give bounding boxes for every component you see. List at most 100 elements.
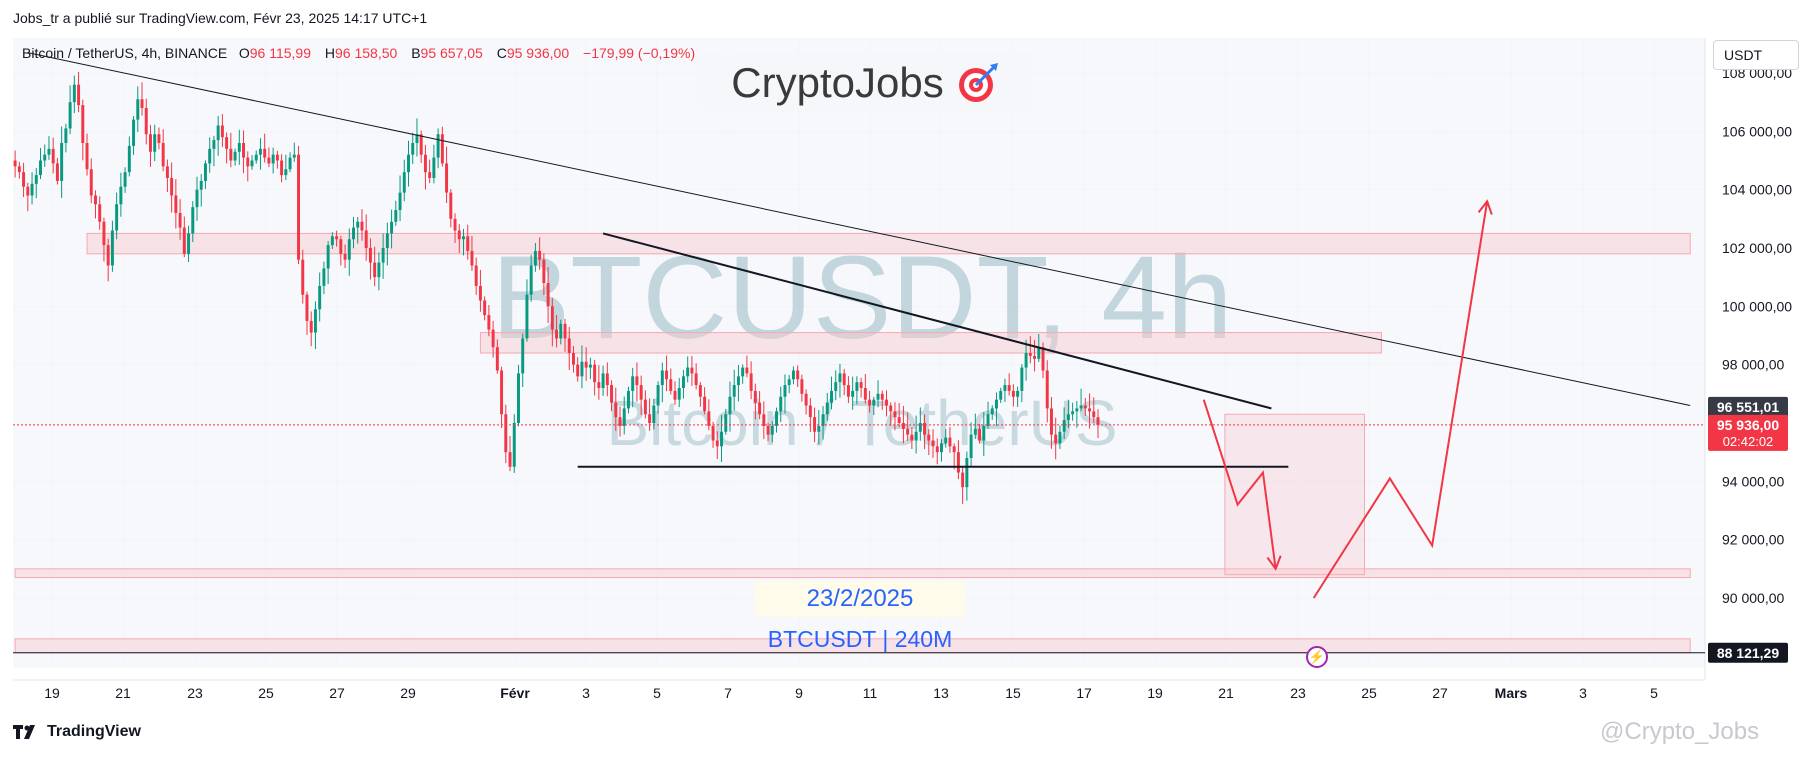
candle <box>347 228 351 276</box>
open-label: O <box>238 45 250 61</box>
candle <box>411 132 415 165</box>
candle <box>440 126 444 167</box>
candle <box>533 242 537 272</box>
candle <box>229 132 233 168</box>
price-label: 88 121,29 <box>1717 645 1779 661</box>
candle <box>584 347 588 381</box>
candle <box>26 182 30 212</box>
candle <box>855 376 859 405</box>
candle <box>673 381 677 405</box>
candle <box>462 228 465 256</box>
candle <box>225 132 229 164</box>
candle <box>749 361 753 400</box>
symbol-label: Bitcoin / TetherUS, 4h, BINANCE <box>22 45 228 61</box>
candle <box>491 320 495 358</box>
candle <box>762 401 766 440</box>
brand-banner: CryptoJobs <box>698 52 1033 114</box>
candle <box>34 168 38 199</box>
brand-text: CryptoJobs <box>731 59 944 106</box>
candle <box>559 319 563 345</box>
x-tick-label: 13 <box>933 685 949 701</box>
candle <box>622 396 626 435</box>
candle <box>626 386 630 414</box>
candle <box>779 386 783 423</box>
candle <box>94 190 97 219</box>
candle <box>825 392 829 421</box>
candle <box>445 146 449 204</box>
x-tick-label: Mars <box>1495 685 1528 701</box>
candle <box>381 233 385 279</box>
candle <box>872 396 876 415</box>
trend-line-triangle-upper[interactable] <box>602 232 1272 410</box>
candle <box>724 408 728 435</box>
candle <box>965 451 969 501</box>
currency-button[interactable]: USDT <box>1713 40 1799 70</box>
candle <box>834 370 838 401</box>
zone-target-box[interactable] <box>1224 413 1365 576</box>
candle <box>504 404 508 464</box>
x-tick-label: 21 <box>1218 685 1234 701</box>
candle <box>318 272 322 322</box>
zone-resistance-99k[interactable] <box>479 332 1382 354</box>
candle <box>191 201 195 243</box>
candle <box>81 99 85 161</box>
candle <box>935 438 939 465</box>
candle <box>246 151 250 182</box>
candle <box>1062 407 1066 439</box>
ohlc-legend: Bitcoin / TetherUS, 4h, BINANCE O96 115,… <box>22 45 705 61</box>
x-tick-label: 3 <box>1579 685 1587 701</box>
candle <box>140 82 144 116</box>
candle <box>216 115 220 156</box>
close-label: C <box>496 45 507 61</box>
tradingview-logo[interactable]: TradingView <box>13 723 141 741</box>
candle <box>478 269 482 312</box>
candle <box>944 429 948 448</box>
zone-resistance-102k[interactable] <box>86 232 1691 255</box>
candle <box>254 150 258 164</box>
candle <box>610 380 614 412</box>
candle <box>64 123 68 153</box>
candle <box>136 86 140 133</box>
candle <box>182 216 186 258</box>
x-tick-label: 7 <box>724 685 732 701</box>
close-value: 95 936,00 <box>506 45 570 61</box>
candle <box>242 130 246 174</box>
candle <box>1054 417 1058 460</box>
candle <box>356 217 360 244</box>
candle <box>529 254 533 302</box>
candle <box>292 142 296 162</box>
candle <box>60 126 64 198</box>
zone-support-91k[interactable] <box>14 568 1691 579</box>
candle <box>373 246 377 287</box>
candle <box>588 357 592 380</box>
candle <box>593 359 597 396</box>
candle <box>656 381 660 414</box>
candle <box>212 135 216 167</box>
candle <box>457 224 461 253</box>
low-label: B <box>411 45 421 61</box>
candle <box>170 162 174 213</box>
candle <box>102 217 106 262</box>
candle <box>297 145 301 265</box>
tradingview-logo-icon <box>13 725 35 739</box>
candle <box>1079 388 1083 412</box>
candle <box>301 249 305 304</box>
open-value: 96 115,99 <box>249 45 311 61</box>
arrow-drop-arrow[interactable] <box>1202 399 1277 569</box>
candle <box>178 199 182 240</box>
candle <box>863 374 867 404</box>
lightning-icon[interactable]: ⚡ <box>1306 646 1328 668</box>
high-label: H <box>324 45 335 61</box>
candle <box>432 144 436 184</box>
candle <box>508 436 512 472</box>
candle <box>267 147 271 168</box>
candle <box>846 376 850 403</box>
candle <box>195 176 199 221</box>
arrow-bounce-arrow[interactable] <box>1312 201 1489 599</box>
price-label: 96 551,01 <box>1717 399 1779 415</box>
candle <box>901 405 905 444</box>
trend-line-long-downtrend[interactable] <box>27 52 1691 406</box>
candle <box>394 200 398 226</box>
